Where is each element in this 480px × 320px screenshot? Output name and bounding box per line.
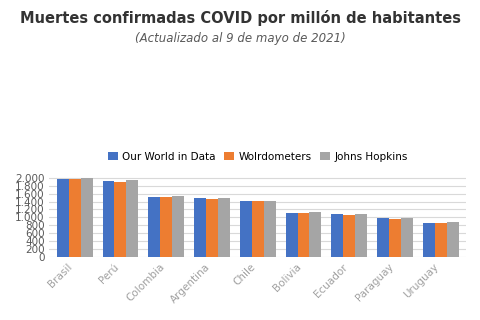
Bar	[57, 179, 69, 257]
Bar	[205, 199, 217, 257]
Legend: Our World in Data, Wolrdometers, Johns Hopkins: Our World in Data, Wolrdometers, Johns H…	[103, 148, 411, 166]
Bar	[297, 213, 309, 257]
Bar	[422, 223, 434, 257]
Bar	[217, 198, 229, 257]
Bar	[240, 201, 251, 257]
Bar	[172, 196, 184, 257]
Bar	[126, 180, 138, 257]
Bar	[148, 197, 160, 257]
Bar	[400, 218, 412, 257]
Bar	[388, 219, 400, 257]
Bar	[376, 218, 388, 257]
Bar	[263, 201, 275, 257]
Bar	[355, 214, 366, 257]
Bar	[309, 212, 321, 257]
Bar	[331, 214, 343, 257]
Text: (Actualizado al 9 de mayo de 2021): (Actualizado al 9 de mayo de 2021)	[135, 32, 345, 45]
Bar	[285, 212, 297, 257]
Bar	[251, 201, 263, 257]
Bar	[160, 197, 172, 257]
Bar	[102, 180, 114, 257]
Bar	[343, 215, 355, 257]
Bar	[69, 180, 81, 257]
Bar	[114, 182, 126, 257]
Bar	[446, 222, 458, 257]
Bar	[434, 223, 446, 257]
Bar	[81, 178, 92, 257]
Bar	[194, 198, 205, 257]
Text: Muertes confirmadas COVID por millón de habitantes: Muertes confirmadas COVID por millón de …	[20, 10, 460, 26]
